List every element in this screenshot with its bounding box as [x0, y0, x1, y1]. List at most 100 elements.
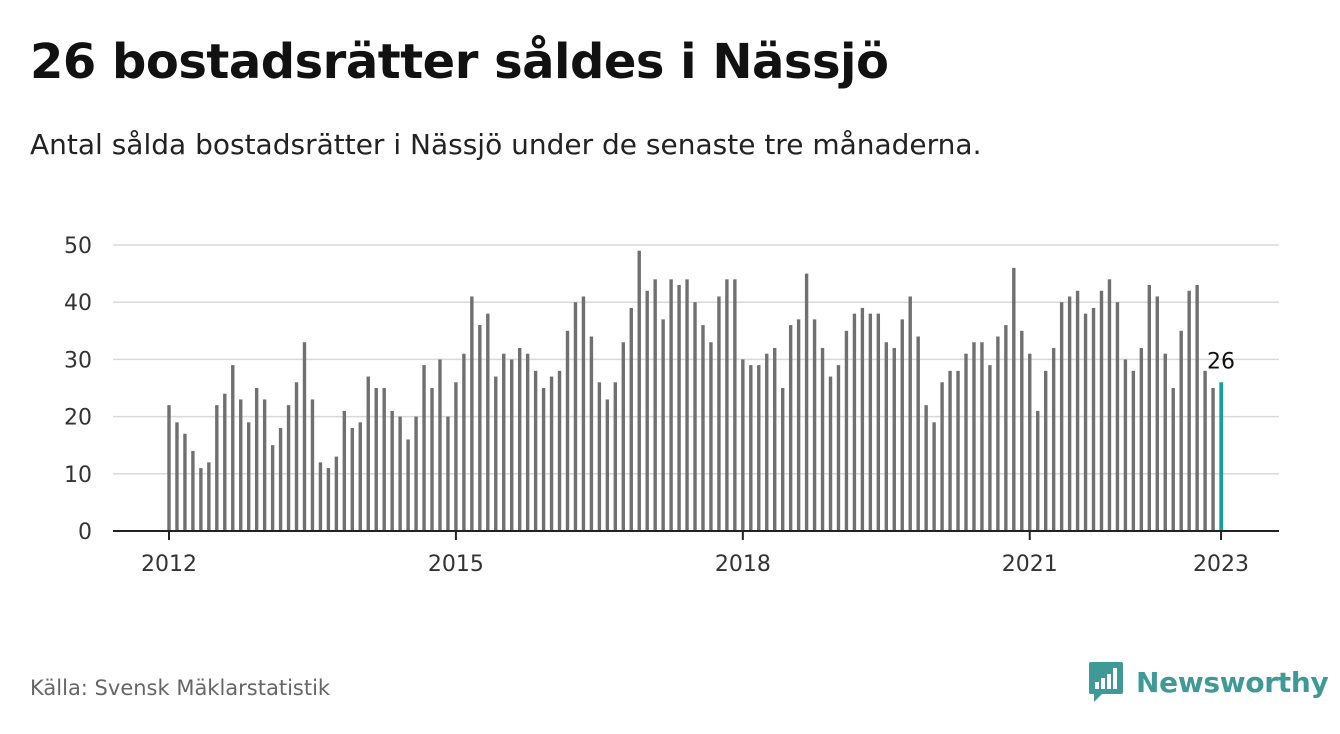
bar	[175, 422, 179, 531]
x-tick-label: 2012	[141, 552, 197, 577]
bar	[852, 313, 857, 531]
y-tick-label: 10	[64, 463, 92, 488]
bar	[446, 416, 450, 531]
bar	[207, 462, 211, 531]
bar	[613, 382, 618, 531]
bar	[541, 388, 546, 531]
bar	[597, 382, 602, 531]
bar	[812, 319, 817, 531]
logo-wordmark: Newsworthy	[1136, 665, 1329, 699]
bar	[406, 439, 410, 531]
bar	[996, 336, 1000, 531]
bar	[254, 388, 259, 531]
chart-title: 26 bostadsrätter såldes i Nässjö	[30, 34, 889, 90]
bar	[980, 342, 984, 531]
bar	[1075, 290, 1080, 531]
bar	[749, 365, 753, 531]
data-labels: 26	[1207, 349, 1235, 374]
bar	[231, 365, 235, 531]
bar	[677, 285, 681, 531]
bar	[876, 313, 881, 531]
bar	[1083, 313, 1088, 531]
bar	[533, 370, 538, 531]
bar	[884, 342, 888, 531]
bar	[988, 365, 992, 531]
newsworthy-logo[interactable]: Newsworthy	[1088, 660, 1329, 704]
bar	[733, 279, 737, 531]
bar	[605, 399, 610, 531]
bar	[773, 347, 777, 531]
x-tick-label: 2018	[715, 552, 771, 577]
y-tick-label: 40	[64, 291, 92, 316]
bar	[223, 393, 227, 531]
bar	[780, 388, 785, 531]
bar-highlight	[1219, 382, 1224, 531]
bar	[717, 296, 721, 531]
bar	[478, 325, 482, 531]
bar	[1187, 290, 1191, 531]
bar	[557, 370, 562, 531]
bar	[701, 325, 705, 531]
bar	[1099, 290, 1104, 531]
bar	[517, 347, 522, 531]
bar	[757, 365, 761, 531]
bar	[669, 279, 673, 531]
bar	[1091, 307, 1096, 531]
bar	[1155, 296, 1159, 531]
bar	[334, 456, 339, 531]
bar	[183, 433, 187, 531]
bar	[828, 376, 833, 531]
y-tick-label: 30	[64, 348, 92, 373]
bar	[932, 422, 936, 531]
bar	[693, 302, 697, 531]
bar	[470, 296, 474, 531]
bar	[924, 405, 928, 531]
bar	[454, 382, 458, 531]
bar	[1051, 347, 1056, 531]
bar	[286, 405, 291, 531]
bar	[972, 342, 976, 531]
bar	[294, 382, 299, 531]
bar	[302, 342, 307, 531]
bar	[916, 336, 920, 531]
bar	[1044, 370, 1048, 531]
bar	[1195, 285, 1199, 531]
bar	[820, 347, 825, 531]
y-axis-ticks: 0 10 20 30 40 50	[64, 234, 92, 545]
bar	[964, 353, 968, 531]
bar	[637, 250, 641, 531]
bar	[868, 313, 873, 531]
bar	[645, 290, 649, 531]
bar	[215, 405, 219, 531]
bar	[247, 422, 251, 531]
bar	[908, 296, 912, 531]
bar	[788, 325, 793, 531]
bar	[350, 428, 355, 531]
bar	[382, 388, 386, 531]
bar	[199, 468, 203, 531]
bar	[709, 342, 713, 531]
bar	[414, 416, 418, 531]
bar	[191, 450, 195, 531]
bar	[565, 330, 570, 531]
bar	[1067, 296, 1072, 531]
bar	[1171, 388, 1175, 531]
bar	[1203, 370, 1207, 531]
bar	[661, 319, 665, 531]
y-tick-label: 50	[64, 234, 92, 259]
bar	[1179, 330, 1183, 531]
bar	[1012, 267, 1016, 531]
bar	[1131, 370, 1136, 531]
bar	[262, 399, 267, 531]
bar	[462, 353, 466, 531]
bar	[438, 359, 442, 531]
bar	[239, 399, 243, 531]
bar	[940, 382, 944, 531]
bar	[270, 445, 275, 531]
bar	[310, 399, 315, 531]
bar	[342, 410, 347, 531]
bar	[956, 370, 960, 531]
bar	[948, 370, 952, 531]
bar	[1147, 285, 1152, 531]
bar	[422, 365, 426, 531]
